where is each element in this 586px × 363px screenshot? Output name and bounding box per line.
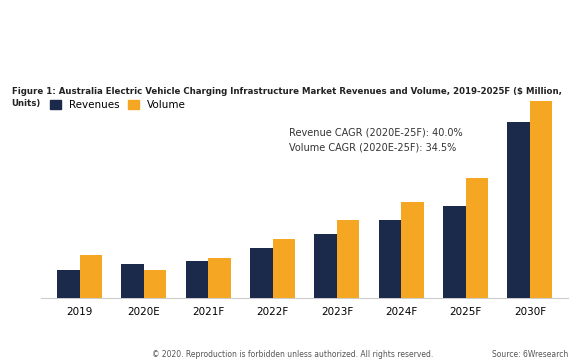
Bar (144, 269, 166, 298)
Bar (337, 220, 359, 298)
Bar (186, 261, 208, 298)
Bar (57, 269, 80, 298)
Bar (530, 101, 553, 298)
Bar (208, 258, 231, 298)
Bar (80, 256, 102, 298)
Bar (379, 220, 401, 298)
Bar (272, 238, 295, 298)
Text: Revenue CAGR (2020E-25F): 40.0%
Volume CAGR (2020E-25F): 34.5%: Revenue CAGR (2020E-25F): 40.0% Volume C… (289, 128, 462, 153)
Bar (401, 202, 424, 298)
Bar (507, 122, 530, 298)
Text: Australia Electric Vehicle Charging Infrastructure
Market Overview: Australia Electric Vehicle Charging Infr… (15, 19, 423, 53)
Text: © 2020. Reproduction is forbidden unless authorized. All rights reserved.: © 2020. Reproduction is forbidden unless… (152, 350, 434, 359)
Legend: Revenues, Volume: Revenues, Volume (46, 96, 190, 114)
Bar (121, 264, 144, 298)
Bar (465, 178, 488, 298)
Text: Source: 6Wresearch: Source: 6Wresearch (492, 350, 568, 359)
Bar (250, 248, 272, 298)
Text: research: research (522, 56, 562, 64)
Text: 6W: 6W (526, 23, 558, 41)
Bar (314, 234, 337, 298)
Bar (443, 206, 465, 298)
Text: Figure 1: Australia Electric Vehicle Charging Infrastructure Market Revenues and: Figure 1: Australia Electric Vehicle Cha… (12, 87, 562, 108)
